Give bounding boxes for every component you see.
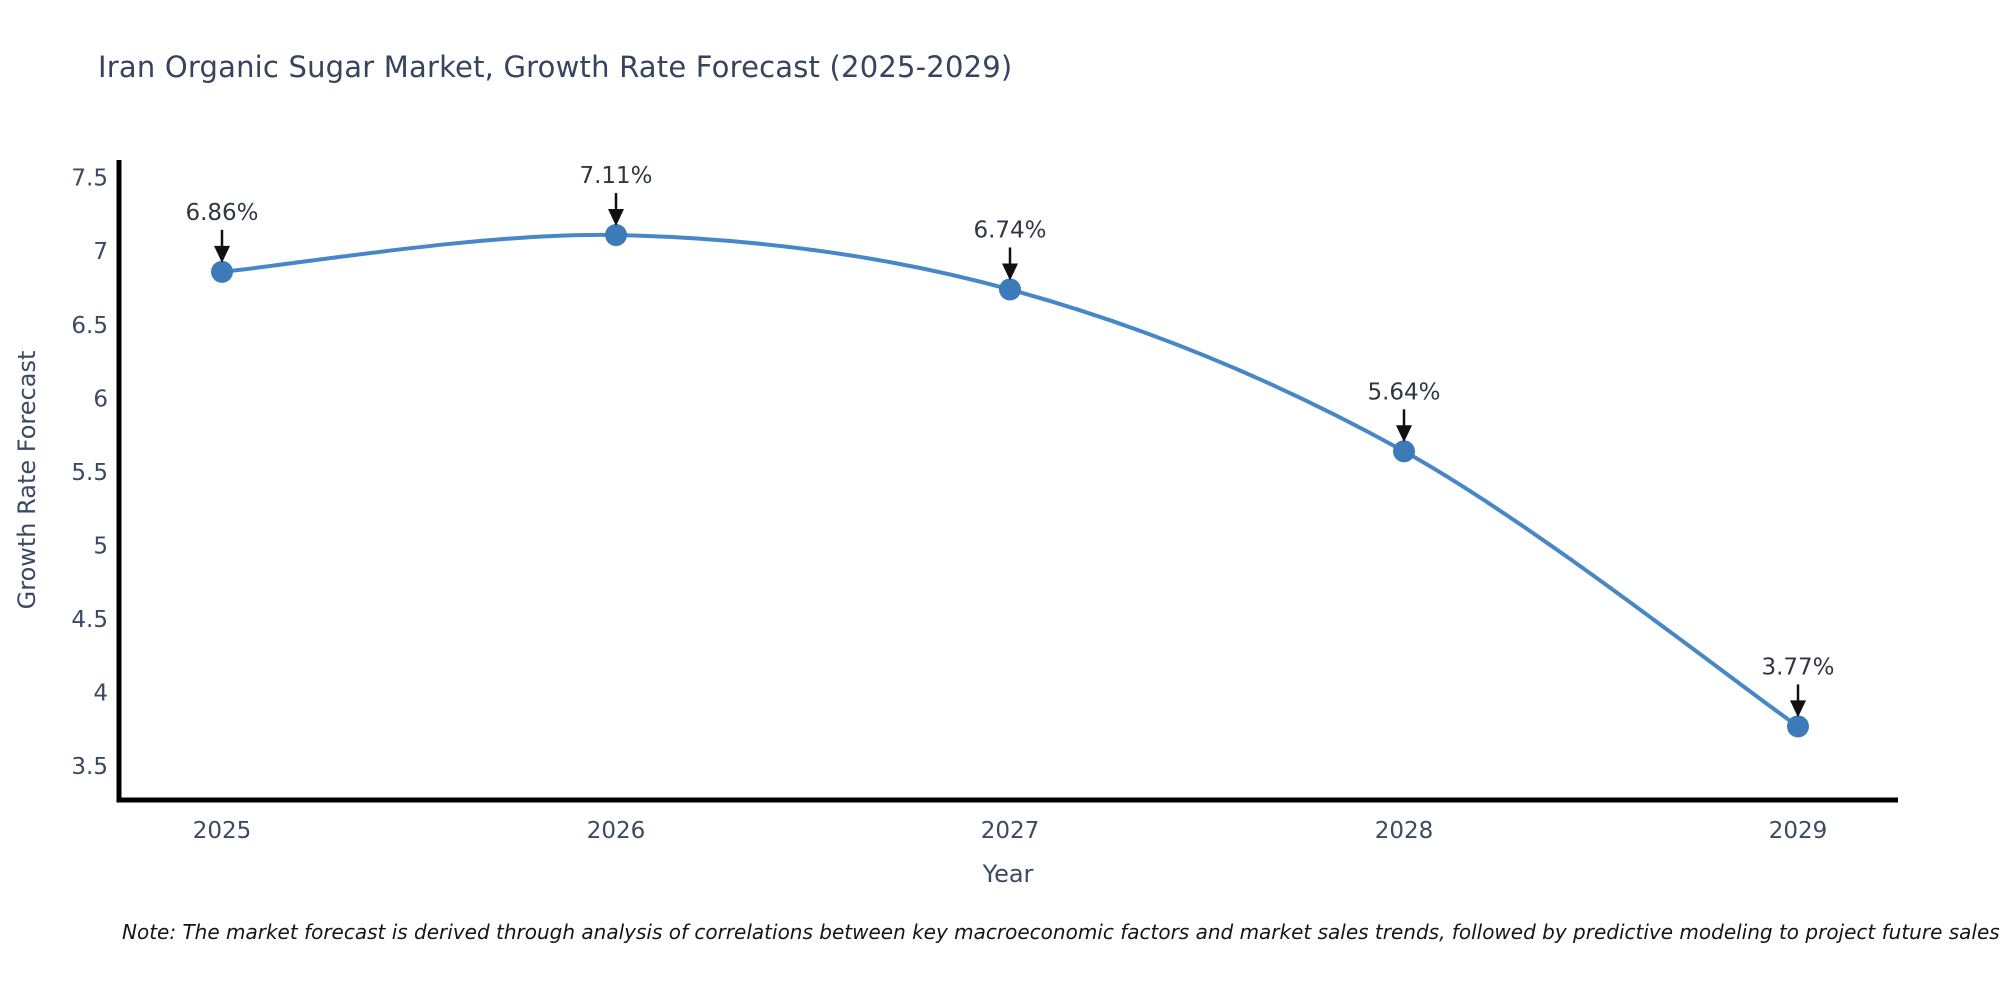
data-point-marker [211, 260, 233, 283]
y-tick-label: 6 [93, 386, 108, 412]
annotation-arrowhead-icon [214, 245, 230, 263]
chart-title: Iran Organic Sugar Market, Growth Rate F… [98, 50, 1013, 84]
annotation-arrowhead-icon [1790, 700, 1806, 718]
annotation-arrowhead-icon [1396, 425, 1412, 443]
y-tick-label: 4 [93, 681, 108, 707]
annotation-arrowhead-icon [1002, 263, 1018, 281]
footnote: Note: The market forecast is derived thr… [122, 920, 2000, 944]
y-tick-label: 7 [93, 239, 108, 265]
x-tick-label: 2026 [587, 818, 646, 844]
y-tick-label: 4.5 [71, 607, 108, 633]
data-point-marker [1787, 715, 1809, 738]
axis-lines [116, 160, 1898, 803]
y-tick-label: 5.5 [71, 460, 108, 486]
point-annotation-label: 3.77% [1761, 654, 1834, 680]
y-tick-label: 3.5 [71, 754, 108, 780]
x-tick-label: 2025 [193, 818, 252, 844]
point-annotation-label: 5.64% [1367, 379, 1440, 405]
series-line [220, 232, 1800, 729]
y-tick-label: 6.5 [71, 313, 108, 339]
x-tick-label: 2029 [1769, 818, 1828, 844]
point-annotation-label: 6.86% [185, 200, 258, 226]
annotation-arrowhead-icon [608, 209, 624, 227]
point-annotation-label: 7.11% [579, 163, 652, 189]
data-point-marker [605, 224, 627, 247]
data-point-marker [999, 278, 1021, 301]
data-point-marker [1393, 440, 1415, 463]
point-annotation-label: 6.74% [973, 217, 1046, 243]
x-axis-title: Year [982, 860, 1034, 888]
y-tick-label: 5 [93, 533, 108, 559]
x-tick-label: 2027 [981, 818, 1040, 844]
x-tick-label: 2028 [1375, 818, 1434, 844]
y-tick-label: 7.5 [71, 166, 108, 192]
y-axis-title: Growth Rate Forecast [13, 350, 41, 610]
